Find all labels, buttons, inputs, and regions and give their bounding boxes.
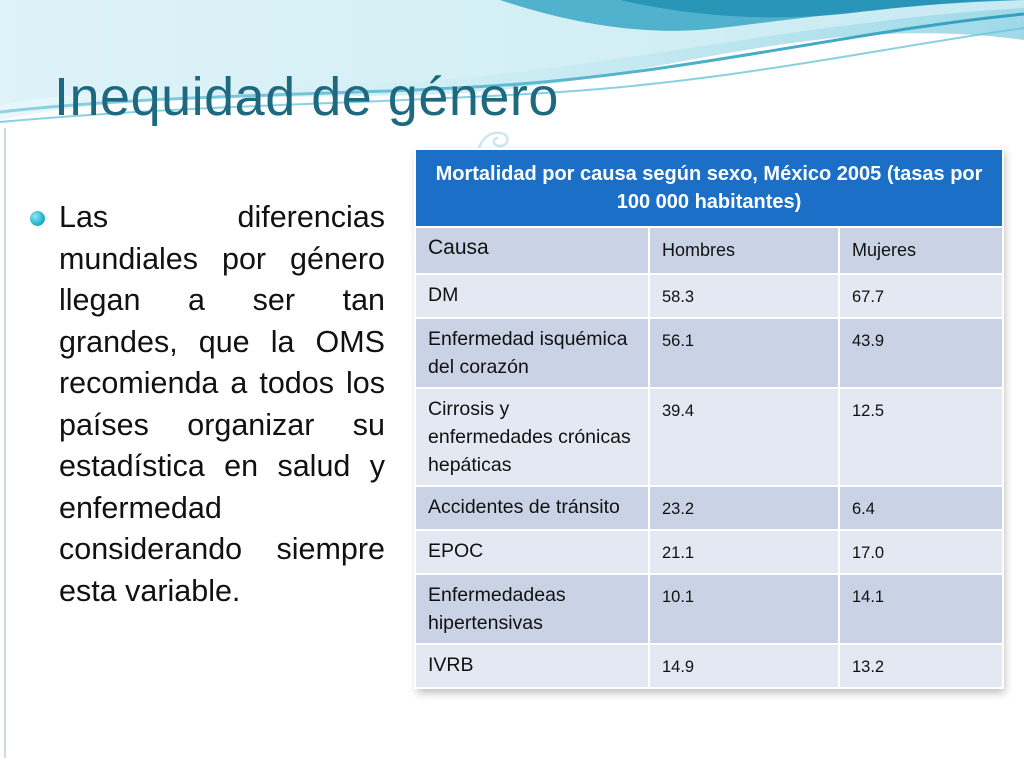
mortality-table: Mortalidad por causa según sexo, México …: [414, 148, 1004, 689]
table-row: DM 58.3 67.7: [414, 273, 1004, 319]
table-row: Cirrosis y enfermedades crónicas hepátic…: [414, 387, 1004, 487]
cell-hombres: 14.9: [648, 643, 840, 689]
column-header-causa: Causa: [414, 226, 650, 275]
table-row: Accidentes de tránsito 23.2 6.4: [414, 485, 1004, 531]
cell-causa: Cirrosis y enfermedades crónicas hepátic…: [414, 387, 650, 487]
cell-causa: Accidentes de tránsito: [414, 485, 650, 531]
cell-causa: DM: [414, 273, 650, 319]
cell-mujeres: 13.2: [838, 643, 1004, 689]
cell-mujeres: 17.0: [838, 529, 1004, 575]
cell-mujeres: 14.1: [838, 573, 1004, 645]
mortality-table-container: Mortalidad por causa según sexo, México …: [414, 148, 1004, 689]
cell-mujeres: 6.4: [838, 485, 1004, 531]
swirl-decoration: [476, 131, 509, 155]
column-header-mujeres: Mujeres: [838, 226, 1004, 275]
table-caption: Mortalidad por causa según sexo, México …: [414, 148, 1004, 228]
bullet-point-icon: [30, 211, 45, 226]
header-wave-decoration: [0, 0, 1024, 123]
table-header-row: Causa Hombres Mujeres: [414, 226, 1004, 275]
cell-causa: Enfermedad isquémica del corazón: [414, 317, 650, 389]
table-row: Enfermedad isquémica del corazón 56.1 43…: [414, 317, 1004, 389]
cell-hombres: 23.2: [648, 485, 840, 531]
cell-hombres: 10.1: [648, 573, 840, 645]
cell-mujeres: 12.5: [838, 387, 1004, 487]
slide-title: Inequidad de género: [54, 67, 559, 127]
cell-causa: Enfermedadeas hipertensivas: [414, 573, 650, 645]
column-header-hombres: Hombres: [648, 226, 840, 275]
cell-causa: IVRB: [414, 643, 650, 689]
cell-mujeres: 67.7: [838, 273, 1004, 319]
cell-mujeres: 43.9: [838, 317, 1004, 389]
table-row: Enfermedadeas hipertensivas 10.1 14.1: [414, 573, 1004, 645]
bullet-text: Las diferencias mundiales por género lle…: [59, 200, 385, 608]
left-border-line: [4, 128, 6, 758]
cell-hombres: 21.1: [648, 529, 840, 575]
cell-hombres: 58.3: [648, 273, 840, 319]
cell-hombres: 56.1: [648, 317, 840, 389]
cell-hombres: 39.4: [648, 387, 840, 487]
table-row: IVRB 14.9 13.2: [414, 643, 1004, 689]
cell-causa: EPOC: [414, 529, 650, 575]
table-row: EPOC 21.1 17.0: [414, 529, 1004, 575]
